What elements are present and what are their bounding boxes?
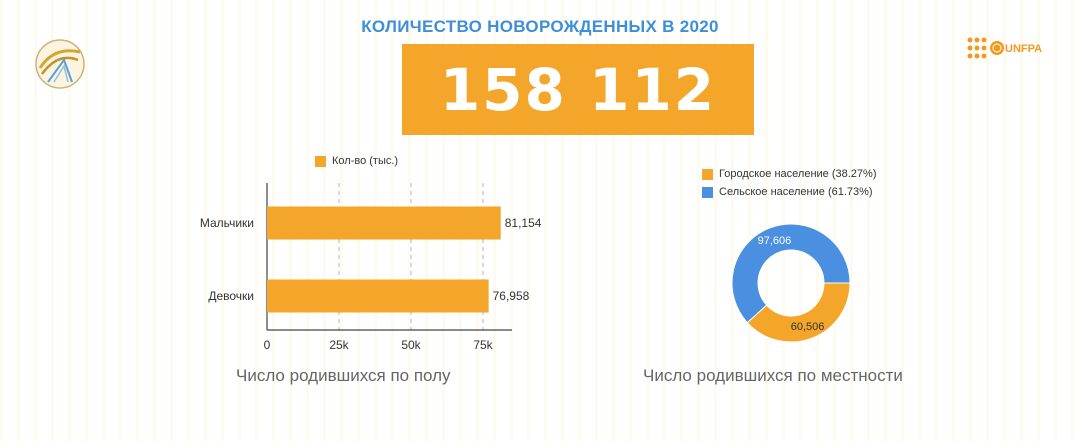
total-births-box: 158 112 bbox=[402, 44, 754, 135]
total-births-value: 158 112 bbox=[439, 55, 717, 124]
page-title: КОЛИЧЕСТВО НОВОРОЖДЕННЫХ В 2020 bbox=[361, 17, 719, 36]
x-tick-label: 75k bbox=[473, 338, 493, 352]
legend-label-rural: Сельское население (61.73%) bbox=[719, 186, 873, 198]
bar-chart-legend: Кол-во (тыс.) bbox=[315, 155, 398, 167]
donut-slice bbox=[746, 282, 851, 343]
legend-swatch-rural bbox=[702, 186, 713, 198]
y-category-label: Девочки bbox=[208, 289, 254, 303]
legend-label-urban: Городское население (38.27%) bbox=[719, 168, 877, 180]
y-category-label: Мальчики bbox=[200, 216, 254, 230]
stat-logo-icon bbox=[35, 39, 85, 89]
x-tick-label: 0 bbox=[264, 338, 271, 352]
legend-swatch-count bbox=[315, 155, 326, 167]
donut-chart-caption: Число родившихся по местности bbox=[643, 366, 903, 385]
bar-data-label: 81,154 bbox=[505, 216, 542, 230]
bar bbox=[267, 206, 501, 240]
legend-item-rural: Сельское население (61.73%) bbox=[702, 183, 877, 201]
bar-chart-caption: Число родившихся по полу bbox=[236, 366, 451, 385]
unfpa-logo-text: UNFPA bbox=[1005, 43, 1043, 55]
legend-swatch-urban bbox=[702, 168, 713, 180]
legend-item-urban: Городское население (38.27%) bbox=[702, 165, 877, 183]
bar bbox=[267, 279, 489, 313]
donut-data-label: 60,506 bbox=[791, 321, 825, 333]
donut-slice bbox=[731, 223, 851, 324]
x-tick-label: 25k bbox=[329, 338, 349, 352]
legend-label-count: Кол-во (тыс.) bbox=[332, 155, 399, 167]
unfpa-logo-icon bbox=[967, 37, 1004, 59]
donut-data-label: 97,606 bbox=[758, 235, 792, 247]
x-tick-label: 50k bbox=[401, 338, 421, 352]
bar-data-label: 76,958 bbox=[493, 289, 530, 303]
pie-chart-legend: Городское население (38.27%) Сельское на… bbox=[702, 165, 877, 201]
